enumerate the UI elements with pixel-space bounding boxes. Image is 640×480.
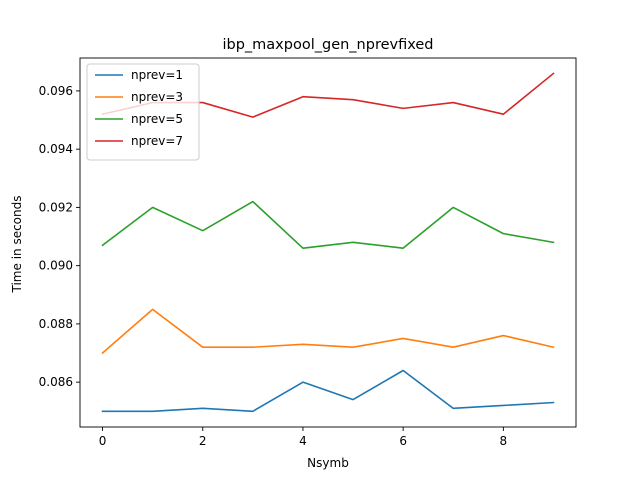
y-tick-label: 0.090 <box>39 259 73 273</box>
legend: nprev=1 nprev=3 nprev=5 nprev=7 <box>86 63 200 161</box>
y-tick-label: 0.094 <box>39 142 73 156</box>
legend-box <box>86 63 200 161</box>
x-tick-label: 0 <box>99 434 107 448</box>
y-axis-label: Time in seconds <box>10 196 24 294</box>
x-tick-label: 8 <box>500 434 508 448</box>
y-tick-label: 0.096 <box>39 84 73 98</box>
y-tick-label: 0.088 <box>39 317 73 331</box>
y-tick-label: 0.086 <box>39 375 73 389</box>
legend-label-2: nprev=3 <box>131 90 183 104</box>
y-tick-label: 0.092 <box>39 200 73 214</box>
legend-label-1: nprev=1 <box>131 68 183 82</box>
series-line-2 <box>101 308 555 355</box>
x-tick-label: 4 <box>299 434 307 448</box>
legend-label-3: nprev=5 <box>131 112 183 126</box>
chart-title: ibp_maxpool_gen_nprevfixed <box>222 37 433 53</box>
x-tick-label: 2 <box>199 434 207 448</box>
axes: 0 2 4 6 8 0.086 0.088 0.090 0.092 0.094 0.096 <box>39 57 577 448</box>
series-line-1 <box>101 369 555 413</box>
axes-frame <box>79 57 577 428</box>
x-tick-label: 6 <box>399 434 407 448</box>
legend-label-4: nprev=7 <box>131 134 183 148</box>
series-line-3 <box>101 200 555 249</box>
x-axis-label: Nsymb <box>307 456 349 470</box>
